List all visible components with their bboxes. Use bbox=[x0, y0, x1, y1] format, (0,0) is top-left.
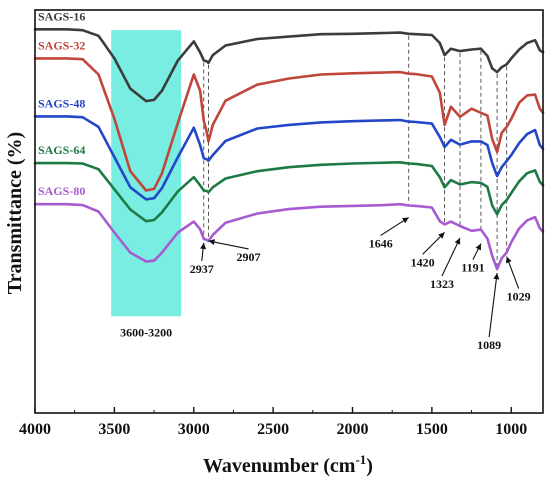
series-label-sags-16: SAGS-16 bbox=[38, 9, 85, 23]
x-tick-label-1500: 1500 bbox=[416, 421, 448, 438]
series-label-sags-48: SAGS-48 bbox=[38, 96, 85, 110]
x-axis-title-superscript: -1 bbox=[355, 452, 366, 467]
x-tick-label-4000: 4000 bbox=[19, 421, 51, 438]
peak-arrowhead-1420 bbox=[438, 232, 445, 239]
series-line-sags-80 bbox=[33, 202, 545, 271]
peak-arrowhead-1646 bbox=[402, 217, 409, 224]
peak-label-1191: 1191 bbox=[461, 261, 484, 275]
y-axis-title: Transmittance (%) bbox=[4, 132, 26, 294]
peak-label-1029: 1029 bbox=[507, 290, 531, 304]
peak-labels: 2937 2907 1646 1420 1323 1191 1089 1029 bbox=[190, 216, 531, 352]
peak-arrow-1089 bbox=[488, 273, 498, 338]
peak-arrowhead-1029 bbox=[505, 256, 512, 264]
peak-arrowhead-2937 bbox=[200, 242, 207, 250]
peak-label-1323: 1323 bbox=[430, 277, 454, 291]
series-line-sags-48 bbox=[33, 115, 545, 201]
plot-frame bbox=[34, 9, 544, 414]
series-labels: SAGS-16 SAGS-32 SAGS-48 SAGS-64 SAGS-80 bbox=[38, 9, 85, 198]
highlight-band-label: 3600-3200 bbox=[120, 325, 172, 339]
peak-arrowhead-1089 bbox=[493, 273, 500, 280]
peak-label-1646: 1646 bbox=[369, 236, 393, 250]
x-tick-label-3000: 3000 bbox=[178, 421, 210, 438]
x-tick-label-3500: 3500 bbox=[98, 421, 130, 438]
peak-arrowhead-1323 bbox=[454, 238, 461, 245]
peak-arrow-2907 bbox=[208, 240, 249, 250]
series-line-sags-16 bbox=[33, 27, 545, 103]
peak-arrowhead-2907 bbox=[208, 239, 215, 246]
peak-label-1089: 1089 bbox=[477, 338, 501, 352]
series-line-sags-32 bbox=[33, 57, 545, 192]
peak-arrow-1323 bbox=[441, 237, 461, 277]
peak-arrowhead-1191 bbox=[475, 243, 481, 251]
x-tick-label-1000: 1000 bbox=[495, 421, 527, 438]
x-tick-label-2000: 2000 bbox=[337, 421, 369, 438]
series-label-sags-80: SAGS-80 bbox=[38, 184, 85, 198]
series-line-sags-64 bbox=[33, 161, 545, 223]
series-label-sags-64: SAGS-64 bbox=[38, 143, 85, 157]
x-axis-title-main: Wavenumber (cm bbox=[203, 455, 356, 477]
spectra-lines bbox=[33, 27, 545, 271]
series-label-sags-32: SAGS-32 bbox=[38, 38, 85, 52]
x-axis-title-end: ) bbox=[366, 455, 373, 477]
x-axis-title: Wavenumber (cm-1) bbox=[203, 452, 373, 477]
x-tick-label-2500: 2500 bbox=[257, 421, 289, 438]
axes: 4000 3500 3000 2500 2000 1500 1000 bbox=[19, 9, 544, 438]
peak-label-2907: 2907 bbox=[237, 250, 261, 264]
peak-label-2937: 2937 bbox=[190, 262, 214, 276]
peak-label-1420: 1420 bbox=[411, 255, 435, 269]
